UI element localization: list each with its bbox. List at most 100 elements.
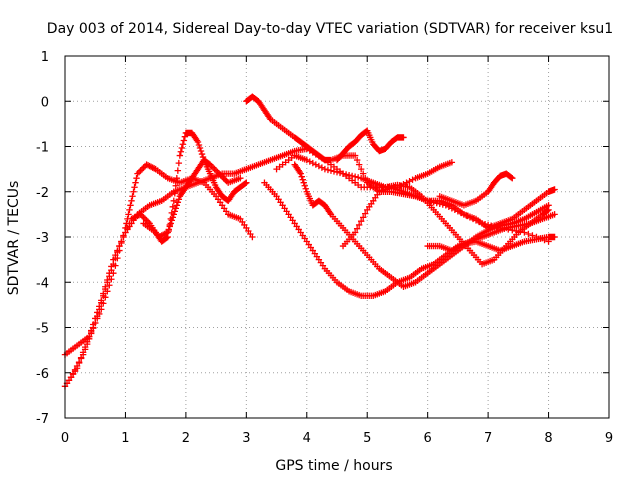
data-point <box>321 165 329 173</box>
data-points <box>61 93 558 390</box>
y-tick-label: -4 <box>36 276 49 291</box>
y-tick-label: -1 <box>36 141 49 156</box>
data-point <box>100 292 107 300</box>
data-point <box>359 214 367 221</box>
series-12 <box>436 170 516 209</box>
x-tick-label: 0 <box>61 431 69 446</box>
plot-frame <box>64 55 610 419</box>
tick-labels: 0 1 2 3 4 5 6 7 8 910-1-2-3-4-5-6-7 <box>36 50 613 446</box>
data-point <box>124 224 131 232</box>
data-point <box>353 156 361 164</box>
y-tick-label: -7 <box>36 412 49 427</box>
data-point <box>168 209 175 217</box>
series-4 <box>140 129 250 245</box>
data-point <box>545 202 552 209</box>
x-tick-label: 2 <box>182 431 190 446</box>
data-point <box>169 203 176 211</box>
data-point <box>94 312 101 320</box>
data-point <box>301 182 308 189</box>
data-point <box>137 167 144 174</box>
data-point <box>167 215 174 223</box>
y-tick-label: 1 <box>41 50 49 65</box>
data-point <box>135 168 143 176</box>
data-point <box>336 169 344 177</box>
data-point <box>143 217 150 224</box>
data-point <box>357 165 365 173</box>
data-point <box>354 174 362 181</box>
data-point <box>209 164 217 171</box>
data-point <box>173 202 181 209</box>
x-tick-label: 5 <box>363 431 371 446</box>
data-point <box>172 205 180 212</box>
data-point <box>165 227 172 235</box>
data-point <box>85 335 93 343</box>
data-point <box>106 273 113 280</box>
data-point <box>163 234 170 241</box>
data-point <box>164 233 171 241</box>
data-point <box>309 159 317 167</box>
x-tick-label: 8 <box>544 431 552 446</box>
data-point <box>357 217 365 225</box>
data-point <box>174 167 182 174</box>
data-point <box>448 159 456 166</box>
data-point <box>355 161 363 168</box>
data-point <box>551 186 558 193</box>
series-11 <box>424 233 558 254</box>
data-point <box>237 174 244 182</box>
data-point <box>330 168 338 175</box>
data-point <box>138 165 146 173</box>
data-point <box>87 330 95 337</box>
data-point <box>75 358 83 366</box>
data-point <box>116 242 123 250</box>
data-point <box>81 346 89 353</box>
data-point <box>179 141 187 148</box>
data-point <box>73 362 81 370</box>
data-point <box>211 165 218 173</box>
data-point <box>315 162 323 170</box>
x-tick-label: 6 <box>424 431 432 446</box>
data-point <box>180 137 188 144</box>
data-point <box>249 233 256 241</box>
data-point <box>126 206 133 214</box>
data-point <box>125 211 132 218</box>
data-point <box>131 184 138 191</box>
data-point <box>69 370 77 377</box>
data-point <box>198 150 206 158</box>
data-point <box>166 221 173 229</box>
data-point <box>133 174 140 182</box>
data-point <box>353 225 361 232</box>
x-tick-label: 4 <box>303 431 311 446</box>
data-point <box>170 197 177 204</box>
data-point <box>327 167 335 174</box>
data-point <box>176 152 184 159</box>
data-point <box>132 179 139 186</box>
data-point <box>345 171 353 179</box>
data-point <box>102 285 109 293</box>
data-point <box>406 177 413 185</box>
y-tick-label: 0 <box>41 95 49 110</box>
data-point <box>427 198 434 205</box>
data-point <box>134 170 141 177</box>
data-point <box>318 164 326 171</box>
data-point <box>242 180 249 187</box>
data-point <box>243 179 250 186</box>
series-10 <box>333 127 407 164</box>
data-point <box>298 173 305 180</box>
x-tick-label: 7 <box>484 431 492 446</box>
data-point <box>79 351 87 358</box>
data-point <box>348 172 356 180</box>
grid <box>65 56 609 418</box>
data-point <box>302 185 309 192</box>
data-point <box>96 306 103 313</box>
x-tick-label: 9 <box>605 431 613 446</box>
data-point <box>114 248 121 256</box>
data-point <box>92 319 99 327</box>
series-9 <box>339 184 558 250</box>
x-tick-label: 1 <box>121 431 129 446</box>
data-point <box>108 266 115 274</box>
data-point <box>299 176 306 183</box>
data-point <box>174 199 182 206</box>
data-point <box>173 174 181 182</box>
x-axis-label: GPS time / hours <box>275 458 392 474</box>
